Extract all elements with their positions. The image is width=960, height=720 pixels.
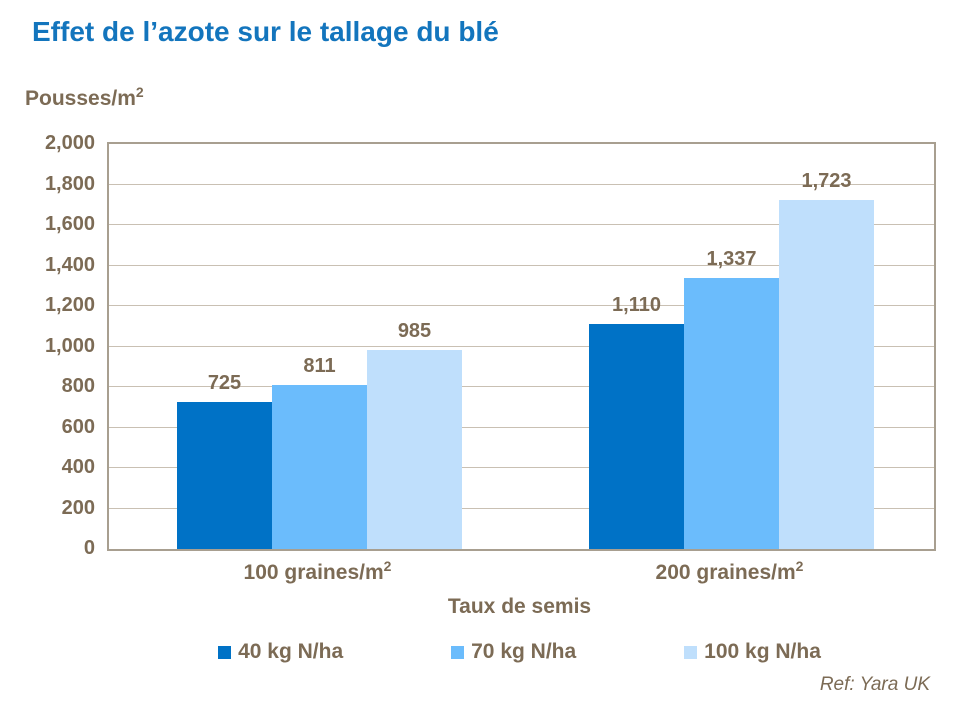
y-tick-label: 600 xyxy=(61,415,95,438)
gridline xyxy=(109,183,934,185)
x-axis-category-row: 100 graines/m2 200 graines/m2 xyxy=(107,558,932,590)
y-axis-title-superscript: 2 xyxy=(135,84,144,100)
plot-area: 725 811 985 1,110 1,337 1,723 xyxy=(107,142,936,551)
bar-100-kg-n-ha xyxy=(779,200,874,549)
x-category-superscript: 2 xyxy=(383,558,392,574)
y-tick-label: 1,600 xyxy=(44,213,95,235)
gridline xyxy=(109,305,934,306)
legend-label: 40 kg N/ha xyxy=(238,640,344,663)
x-axis-title: Taux de semis xyxy=(447,595,592,618)
legend-item: 100 kg N/ha xyxy=(684,640,821,664)
legend-swatch-icon xyxy=(451,645,465,659)
y-tick-label: 2,000 xyxy=(44,132,95,154)
gridline xyxy=(109,467,934,468)
bar-100-kg-n-ha xyxy=(367,349,462,549)
bar-70-kg-n-ha xyxy=(684,278,779,549)
y-tick-label: 1,400 xyxy=(44,253,95,276)
x-category-label: 200 graines/m2 xyxy=(562,558,897,585)
legend-label: 100 kg N/ha xyxy=(704,640,821,663)
legend-label: 70 kg N/ha xyxy=(471,640,577,663)
y-axis-title-text: Pousses/m xyxy=(25,87,136,110)
bar-40-kg-n-ha xyxy=(177,402,272,549)
y-axis-ticks: 0 200 400 600 800 1,000 1,200 1,400 1,600 1,800 2,… xyxy=(0,132,95,559)
y-tick-label: 200 xyxy=(61,496,95,519)
legend-item: 40 kg N/ha xyxy=(218,640,343,664)
legend-swatch-icon xyxy=(684,645,698,659)
gridline xyxy=(109,426,934,428)
bar-40-kg-n-ha xyxy=(589,324,684,549)
legend: 40 kg N/ha 70 kg N/ha 100 kg N/ha xyxy=(107,640,932,664)
gridline xyxy=(109,264,934,266)
legend-swatch-icon xyxy=(218,645,232,659)
y-tick-label: 1,000 xyxy=(44,334,95,357)
x-category-text: 100 graines/m xyxy=(243,561,384,584)
y-tick-label: 1,800 xyxy=(44,172,95,195)
bar-value-label: 725 xyxy=(207,372,242,395)
y-tick-label: 400 xyxy=(61,456,95,478)
x-category-superscript: 2 xyxy=(795,558,804,574)
bar-value-label: 811 xyxy=(303,354,336,377)
y-tick-label: 0 xyxy=(83,537,95,559)
gridline xyxy=(109,386,934,387)
bar-value-label: 985 xyxy=(397,319,432,342)
gridline xyxy=(109,345,934,347)
x-category-text: 200 graines/m xyxy=(655,561,796,584)
y-tick-label: 800 xyxy=(61,375,95,397)
y-axis-title: Pousses/m2 xyxy=(25,84,144,111)
reference-note: Ref: Yara UK xyxy=(819,674,930,695)
gridline xyxy=(109,507,934,509)
bar-value-label: 1,337 xyxy=(706,248,757,271)
bar-value-label: 1,110 xyxy=(612,294,661,317)
bar-value-label: 1,723 xyxy=(801,170,852,193)
gridline xyxy=(109,224,934,225)
x-category-label: 100 graines/m2 xyxy=(150,558,485,585)
bar-70-kg-n-ha xyxy=(272,384,367,549)
y-tick-label: 1,200 xyxy=(44,294,95,316)
page-title: Effet de l’azote sur le tallage du blé xyxy=(32,16,499,47)
legend-item: 70 kg N/ha xyxy=(451,640,576,664)
